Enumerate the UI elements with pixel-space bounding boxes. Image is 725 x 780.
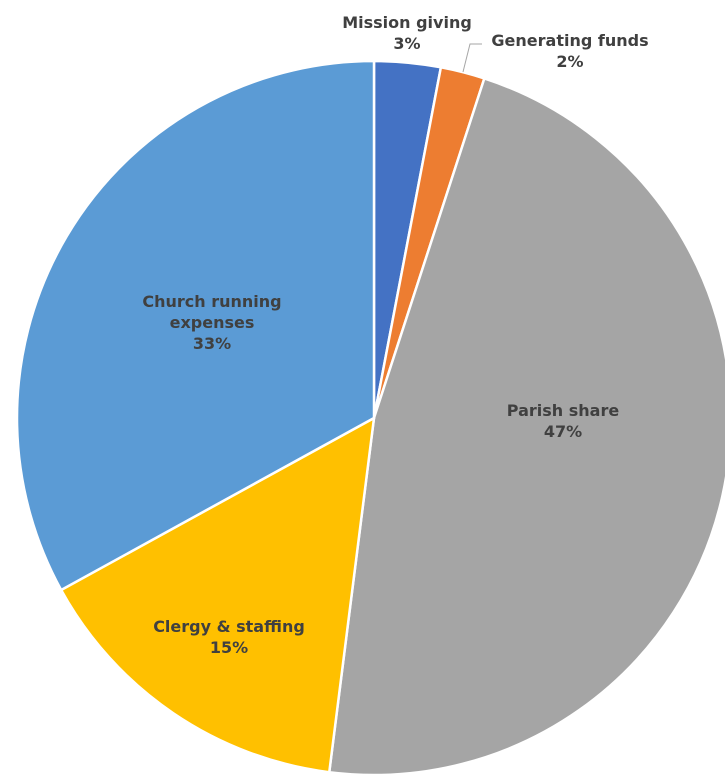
data-label-mission-giving: Mission giving 3% — [342, 13, 472, 53]
pie-slice-church-running-expenses — [15, 59, 376, 592]
data-label-parish-share: Parish share 47% — [507, 401, 620, 441]
pie-slice-clergy-and-staffing — [59, 415, 376, 774]
slices-layer — [15, 59, 725, 777]
data-labels-layer: Mission giving 3% Generating funds 2% Parish… — [142, 13, 648, 657]
leader-lines-layer — [462, 43, 482, 73]
leader-line-generating-funds — [462, 43, 482, 73]
pie-slice-parish-share — [327, 76, 725, 777]
data-label-church-running-expenses: Church running expenses 33% — [142, 292, 281, 353]
data-label-clergy-and-staffing: Clergy & staffing 15% — [153, 617, 305, 657]
data-label-generating-funds: Generating funds 2% — [491, 31, 648, 71]
